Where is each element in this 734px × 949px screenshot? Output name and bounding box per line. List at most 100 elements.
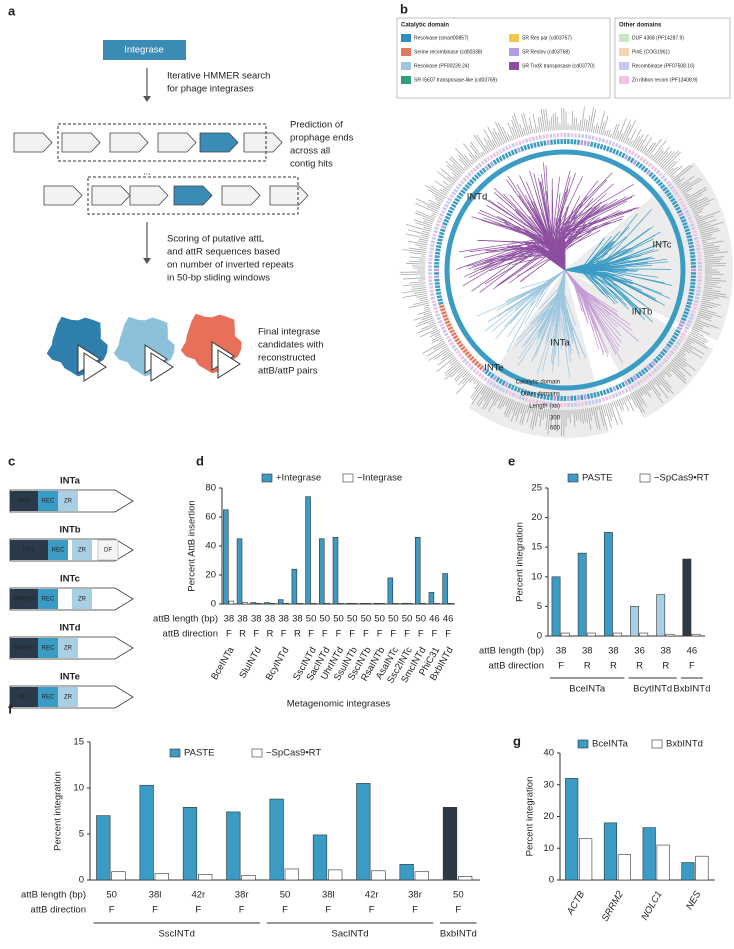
domain-label: ZR	[64, 695, 73, 701]
x-tick-label: BceINTa	[209, 645, 237, 682]
domain-ring	[609, 147, 614, 153]
row-value: 50	[320, 614, 331, 625]
tree-branch	[538, 178, 566, 271]
domain-ring	[434, 251, 441, 255]
domain-ring	[621, 152, 626, 159]
clade-label: INTb	[632, 307, 653, 318]
row-value: 38r	[235, 890, 249, 901]
length-bar	[532, 113, 538, 133]
domain-ring	[437, 319, 443, 324]
domain-ring	[508, 391, 513, 396]
bar	[613, 632, 622, 637]
length-bar	[443, 350, 451, 357]
length-bar	[629, 393, 638, 408]
domain-ring	[658, 363, 663, 368]
y-tick-label: 0	[549, 875, 554, 886]
flow-arrow-head	[143, 96, 151, 102]
domain-ring	[685, 231, 691, 236]
domain-ring	[599, 144, 604, 150]
domain-ring	[604, 396, 609, 401]
length-bar	[680, 348, 686, 353]
length-bar	[413, 300, 429, 305]
length-bar	[405, 233, 429, 240]
length-bar	[695, 319, 719, 329]
domain-ring	[457, 182, 463, 188]
length-bar	[695, 210, 720, 221]
domain-ring	[691, 226, 696, 231]
length-bar	[450, 156, 466, 172]
length-bar	[704, 279, 727, 282]
length-bar	[606, 130, 609, 137]
domain-ring	[504, 145, 509, 151]
domain-ring	[624, 380, 629, 386]
length-bar	[697, 219, 717, 227]
domain-ring	[576, 395, 580, 401]
flow-arrow-head	[143, 258, 151, 264]
domain-ring	[510, 384, 515, 391]
length-bar	[613, 123, 620, 139]
domain-label: REC	[42, 646, 55, 652]
step-text: contig hits	[290, 159, 333, 170]
domain-ring	[685, 304, 691, 309]
step-text: reconstructed	[258, 353, 316, 364]
length-bar	[617, 118, 627, 141]
domain-ring	[594, 136, 599, 141]
length-bar	[703, 287, 713, 290]
domain-ring	[599, 390, 604, 396]
domain-ring	[604, 139, 609, 144]
row-value: F	[195, 905, 201, 916]
domain-ring	[513, 148, 518, 155]
y-tick-label: 20	[531, 512, 542, 523]
domain-ring	[464, 360, 470, 366]
domain-ring	[694, 296, 700, 300]
length-bar	[684, 342, 705, 355]
domain	[58, 491, 78, 511]
domain-ring	[696, 247, 701, 251]
length-bar	[415, 210, 435, 219]
domain-ring	[458, 343, 464, 348]
domain-ring	[513, 385, 518, 392]
length-bar	[431, 335, 442, 342]
domain-ring	[438, 234, 444, 239]
length-bar	[586, 115, 591, 132]
domain-ring	[524, 138, 529, 143]
domain-ring	[586, 140, 591, 147]
length-bar	[433, 342, 446, 350]
domain-ring	[481, 367, 487, 373]
row-value: 36	[634, 646, 645, 657]
domain-ring	[679, 335, 685, 340]
domain-ring	[594, 399, 599, 404]
step-text: candidates with	[258, 340, 323, 351]
tree-branch	[564, 243, 661, 271]
bar	[656, 594, 666, 637]
domain-ring	[686, 301, 692, 306]
step-text: on number of inverted repeats	[167, 260, 294, 271]
length-bar	[548, 120, 551, 131]
protein-name: INTe	[60, 672, 80, 683]
domain-ring	[642, 158, 647, 164]
length-bar	[678, 351, 685, 357]
bar	[241, 875, 256, 881]
length-bar	[704, 255, 714, 257]
length-bar	[441, 351, 452, 361]
length-bar	[586, 408, 592, 431]
domain-ring	[687, 295, 694, 299]
y-tick-label: 0	[79, 875, 84, 886]
length-bar	[511, 126, 517, 139]
domain-ring	[436, 219, 442, 224]
length-bar	[401, 289, 427, 294]
domain-ring	[611, 393, 616, 399]
legend-entry: SR TndX transposase (cd03770)	[522, 63, 595, 69]
bar	[297, 602, 303, 605]
row-value: 42r	[365, 890, 379, 901]
bar	[420, 602, 426, 605]
row-label: attB length (bp)	[153, 614, 218, 625]
domain-ring	[483, 376, 488, 382]
domain-ring	[507, 383, 512, 389]
length-bar	[684, 193, 691, 198]
length-bar	[693, 210, 703, 216]
domain-ring	[449, 194, 455, 199]
bar	[565, 778, 579, 881]
domain-ring	[689, 223, 695, 227]
length-bar	[420, 328, 439, 338]
